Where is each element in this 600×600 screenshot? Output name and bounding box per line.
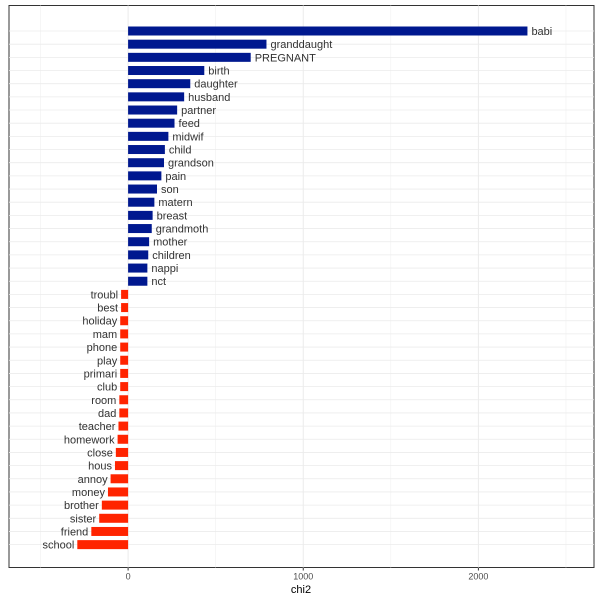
bar-dad [119,408,129,418]
bar-children [128,250,149,260]
bar-pain [128,171,162,181]
bars-group [77,26,528,550]
bar-label-granddaught: granddaught [270,39,332,51]
bar-sister [99,513,129,523]
bar-label-nappi: nappi [151,263,178,275]
bar-brother [101,500,129,510]
bar-room [119,395,129,405]
bar-label-child: child [169,145,192,157]
bar-primari [120,368,129,378]
bar-friend [91,526,129,536]
bar-label-school: school [43,540,75,552]
bar-label-birth: birth [208,66,229,78]
bar-feed [128,118,175,128]
bar-label-phone: phone [87,342,118,354]
bar-hous [114,461,129,471]
bar-label-homework: homework [64,434,115,446]
bar-granddaught [128,39,267,49]
bar-breast [128,210,153,220]
bar-annoy [110,474,129,484]
bar-label-mam: mam [93,329,117,341]
bar-label-room: room [91,395,116,407]
x-tick-label: 2000 [468,572,488,582]
bar-school [77,540,129,550]
bar-label-grandmoth: grandmoth [156,224,209,236]
bar-label-brother: brother [64,500,99,512]
bar-child [128,145,165,155]
bar-label-best: best [97,303,118,315]
bar-label-close: close [87,447,113,459]
x-tick-label: 1000 [293,572,313,582]
bar-label-pregnant: PREGNANT [255,52,316,64]
bar-label-grandson: grandson [168,158,214,170]
bar-label-friend: friend [61,526,89,538]
bar-label-play: play [97,355,118,367]
bar-label-husband: husband [188,92,230,104]
bar-homework [117,434,129,444]
x-axis-title: chi2 [291,584,311,596]
bar-partner [128,105,178,115]
bar-label-children: children [152,250,191,262]
bar-club [120,382,129,392]
bar-teacher [118,421,129,431]
bar-husband [128,92,185,102]
bar-holiday [120,316,129,326]
bar-label-mother: mother [153,237,188,249]
panel-border [8,5,595,568]
bar-label-breast: breast [157,210,188,222]
bar-label-feed: feed [179,118,200,130]
bar-label-sister: sister [70,513,97,525]
bar-label-dad: dad [98,408,116,420]
bar-label-club: club [97,382,117,394]
bar-label-money: money [72,487,106,499]
bar-close [115,447,129,457]
bar-label-matern: matern [158,197,192,209]
bar-label-hous: hous [88,461,112,473]
bar-mam [120,329,129,339]
bar-label-son: son [161,184,179,196]
grid [9,5,594,568]
bar-label-midwif: midwif [172,131,204,143]
bar-money [107,487,129,497]
bar-label-troubl: troubl [91,289,119,301]
bar-son [128,184,158,194]
bar-daughter [128,79,191,89]
bar-label-teacher: teacher [79,421,116,433]
bar-birth [128,66,205,76]
bar-mother [128,237,150,247]
bar-grandson [128,158,165,168]
bar-matern [128,197,155,207]
bar-label-daughter: daughter [194,79,238,91]
x-tick-label: 0 [126,572,131,582]
bar-nappi [128,263,148,273]
bar-troubl [121,289,129,299]
bar-label-pain: pain [165,171,186,183]
bar-nct [128,276,148,286]
bar-label-babi: babi [531,26,552,38]
bar-phone [120,342,129,352]
bar-best [121,303,129,313]
bar-babi [128,26,528,36]
x-axis: 0 1000 2000 [126,567,488,582]
bar-label-annoy: annoy [78,474,108,486]
bar-grandmoth [128,224,152,234]
bar-midwif [128,131,169,141]
bar-label-nct: nct [151,276,166,288]
bar-label-primari: primari [84,368,118,380]
bar-label-holiday: holiday [82,316,117,328]
bar-play [120,355,129,365]
bar-pregnant [128,52,251,62]
bar-label-partner: partner [181,105,216,117]
